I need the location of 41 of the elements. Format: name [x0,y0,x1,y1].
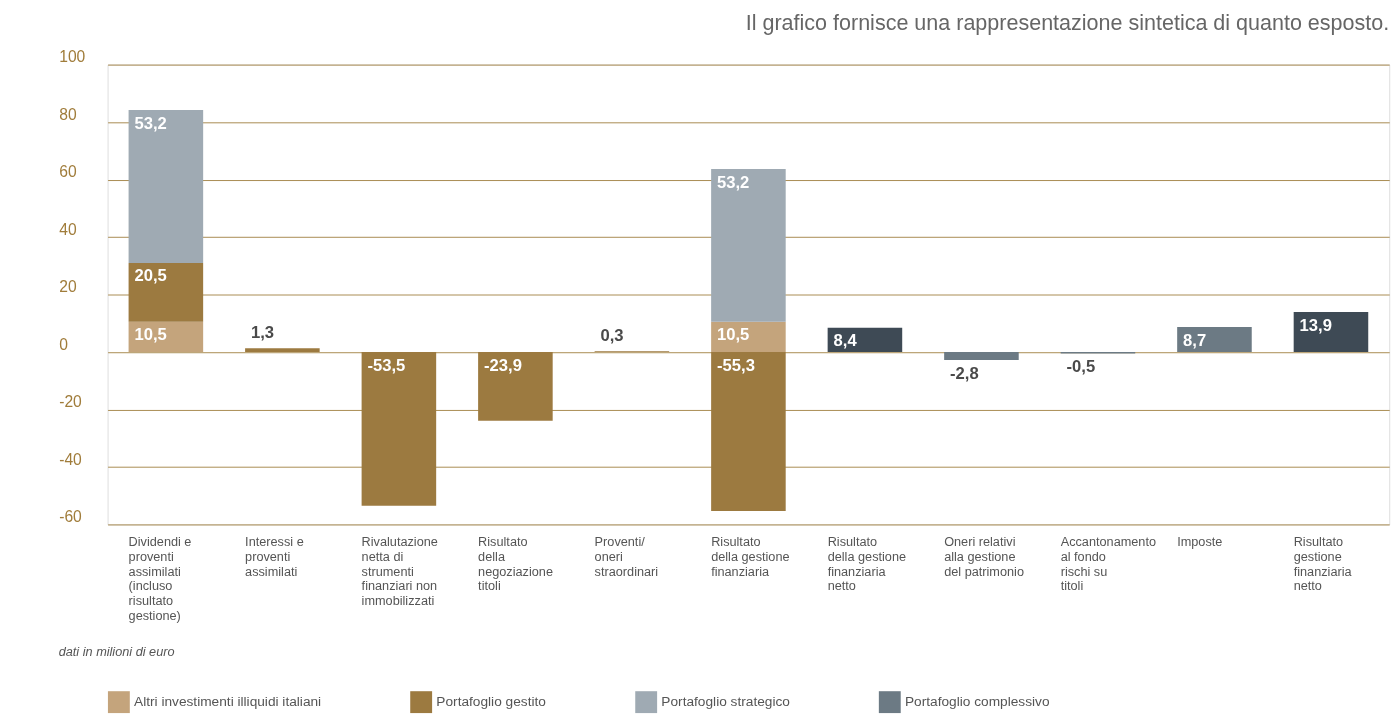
data-label: 53,2 [717,172,750,192]
legend-label: Portafoglio complessivo [904,694,1050,710]
data-label: -2,8 [950,363,979,383]
y-tick-label: 80 [59,105,77,123]
legend-label: Altri investimenti illiquidi italiani [134,694,322,710]
y-tick-label: -60 [59,507,83,525]
data-label: 13,9 [1299,315,1332,335]
y-tick-label: 40 [59,220,77,238]
x-tick-label: Rivalutazione netta di strumenti finanziari non immobilizzati [361,534,438,609]
data-label: 10,5 [717,325,750,345]
y-tick-label: 60 [59,163,77,181]
x-tick-label: Accantonamento al fondo rischi su titoli [1060,534,1156,594]
data-label: 8,7 [1183,330,1207,350]
y-tick-label: -40 [59,450,83,468]
x-tick-label: Oneri relativi alla gestione del patrimonio [944,534,1024,579]
y-tick-label: -20 [59,393,83,411]
data-label: 53,2 [134,113,167,133]
data-label: 8,4 [833,331,858,351]
x-tick-label: Proventi/ oneri straordinari [594,534,659,579]
y-tick-label: 20 [59,278,77,296]
x-tick-label: Risultato della gestione finanziaria [711,534,790,579]
data-label: -53,5 [367,355,406,375]
data-label: 0,3 [600,326,624,346]
text: dati in milioni di euro [58,643,175,659]
data-label: 20,5 [134,266,167,286]
x-tick-label: Imposte [1177,534,1223,550]
x-tick-label: Risultato gestione finanziaria netto [1293,534,1353,594]
y-tick-label: 100 [59,48,86,66]
data-label: -0,5 [1066,357,1096,377]
x-tick-label: Risultato della gestione finanziaria netto [827,534,907,594]
data-label: 1,3 [250,323,275,343]
x-tick-label: Risultato della negoziazione titoli [478,534,553,594]
data-label: 10,5 [134,325,167,345]
data-label: -23,9 [483,355,522,375]
y-tick-label: 0 [59,335,69,353]
x-tick-label: Interessi e proventi assimilati [245,534,304,579]
legend-label: Portafoglio gestito [436,694,547,710]
chart-title: Il grafico fornisce una rappresentazione sintetica di quanto esposto. [745,11,1390,36]
legend-label: Portafoglio strategico [661,694,791,710]
x-tick-label: Dividendi e proventi assimilati (incluso risultato gestione) [128,534,192,623]
data-label: -55,3 [717,355,755,375]
